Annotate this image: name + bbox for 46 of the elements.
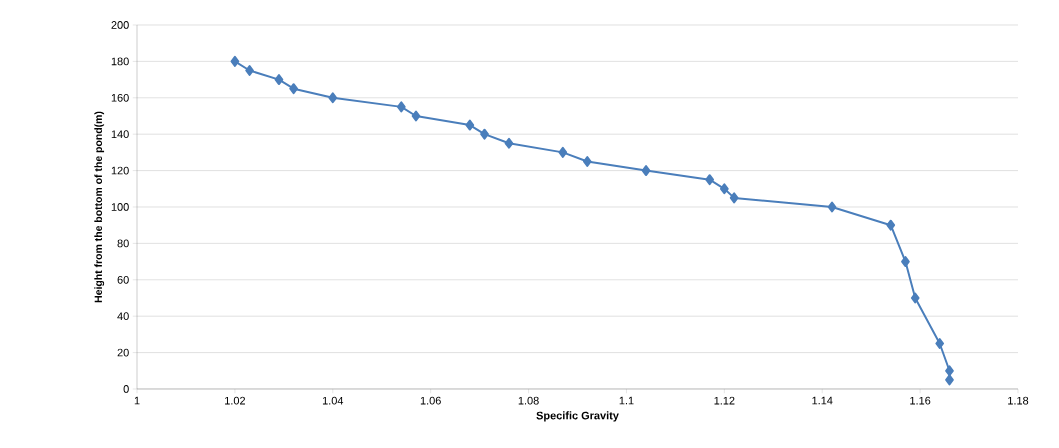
y-tick-label: 40 <box>117 312 129 321</box>
x-tick-label: 1.1 <box>619 396 634 405</box>
point <box>582 156 592 167</box>
y-axis-title: Height from the bottom of the pond(m) <box>94 111 105 303</box>
point <box>411 110 421 122</box>
y-tick-label: 120 <box>111 166 129 175</box>
x-tick-label: 1.14 <box>812 396 833 405</box>
x-tick-label: 1 <box>134 396 140 405</box>
point <box>328 92 338 104</box>
x-tick-label: 1.18 <box>1008 396 1029 405</box>
point <box>504 137 514 149</box>
x-axis-title: Specific Gravity <box>536 411 619 422</box>
point <box>910 292 920 304</box>
y-tick-label: 0 <box>123 385 129 393</box>
x-tick-label: 1.04 <box>322 396 344 405</box>
point <box>886 219 896 231</box>
point <box>396 101 406 113</box>
point <box>289 83 298 95</box>
point <box>827 201 837 213</box>
x-tick-label: 1.08 <box>518 396 539 405</box>
point <box>945 365 954 377</box>
point <box>245 65 254 76</box>
point <box>729 192 739 204</box>
point <box>558 146 568 158</box>
point <box>719 183 729 195</box>
y-tick-label: 80 <box>117 239 129 248</box>
y-tick-label: 140 <box>111 130 129 139</box>
y-tick-label: 60 <box>117 275 129 284</box>
point <box>935 338 945 349</box>
x-tick-label: 1.02 <box>225 396 246 405</box>
x-tick-label: 1.16 <box>910 396 931 405</box>
y-tick-label: 200 <box>111 21 129 29</box>
point <box>945 374 954 386</box>
point <box>705 174 715 186</box>
point <box>230 55 240 67</box>
point <box>901 256 910 268</box>
x-tick-label: 1.06 <box>420 396 441 405</box>
x-tick-label: 1.12 <box>714 396 735 405</box>
point <box>274 74 284 86</box>
point <box>465 119 475 131</box>
point <box>641 165 651 177</box>
y-tick-label: 180 <box>111 57 129 66</box>
y-tick-label: 100 <box>111 203 129 211</box>
y-tick-label: 160 <box>111 93 129 102</box>
point <box>480 128 489 140</box>
y-tick-label: 20 <box>117 348 129 357</box>
